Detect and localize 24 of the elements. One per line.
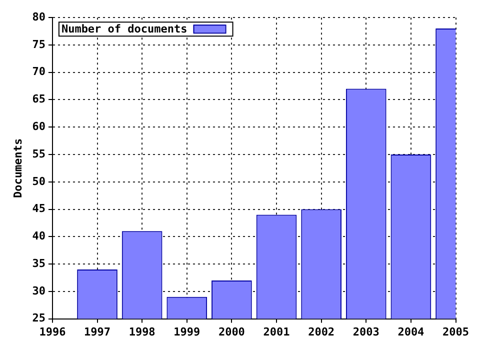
y-tick-label: 25 [32, 312, 46, 325]
y-axis-title: Documents [11, 138, 24, 198]
x-tick-label: 2005 [442, 325, 470, 338]
x-tick-label: 2000 [218, 325, 245, 338]
y-tick-label: 40 [32, 230, 46, 243]
x-tick-label: 1997 [84, 325, 111, 338]
y-tick-label: 30 [32, 284, 46, 298]
x-tick-label: 2004 [398, 325, 425, 338]
x-tick-label: 1999 [174, 325, 200, 338]
y-tick-label: 75 [32, 38, 46, 51]
y-tick-label: 35 [32, 256, 46, 270]
y-tick-label: 65 [32, 92, 46, 106]
x-tick-label: 1998 [128, 325, 156, 338]
y-tick-label: 80 [32, 10, 46, 24]
y-tick-label: 70 [32, 65, 46, 78]
x-tick-label: 2002 [308, 325, 335, 338]
x-tick-label: 1996 [39, 325, 66, 338]
x-tick-label: 2003 [352, 325, 380, 338]
x-tick-label: 2001 [263, 325, 290, 338]
y-tick-label: 50 [32, 174, 46, 188]
y-tick-label: 60 [32, 120, 46, 133]
y-tick-label: 55 [32, 147, 46, 160]
y-tick-label: 45 [32, 202, 46, 216]
legend-label: Number of documents [61, 22, 188, 36]
